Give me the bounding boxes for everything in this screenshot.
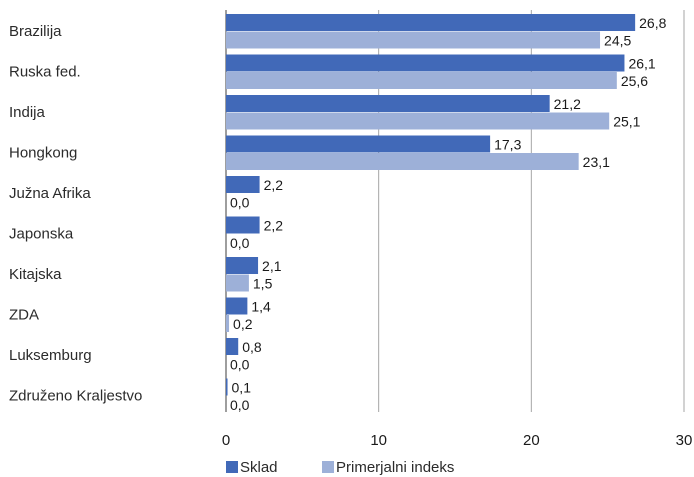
bar-primerjalni-indeks <box>226 315 230 332</box>
bars-group: 26,8 24,5 26,125,6 21,2 25,1 17,3 23,1 2,2 0,0 2,… <box>226 14 667 413</box>
data-label: 0,1 <box>232 380 252 396</box>
bar-primerjalni-indeks <box>226 112 610 130</box>
category-label: Japonska <box>9 226 74 243</box>
category-label: Indija <box>9 104 46 121</box>
data-label: 1,5 <box>253 276 273 292</box>
bar-sklad <box>226 135 491 153</box>
legend-swatch-primerjalni-indeks <box>322 461 334 473</box>
data-label: 2,1 <box>262 258 282 274</box>
data-label: 2,2 <box>264 218 284 234</box>
data-label: 1,4 <box>251 299 271 315</box>
category-labels: Brazilija Ruska fed. Indija Hongkong Južna A… <box>9 23 142 405</box>
bar-sklad <box>226 95 550 112</box>
data-label: 26,1 <box>628 56 655 72</box>
category-label: Brazilija <box>9 23 62 40</box>
legend-label: Primerjalni indeks <box>336 459 454 476</box>
bar-sklad <box>226 378 228 396</box>
bar-sklad <box>226 257 259 274</box>
category-label: Ruska fed. <box>9 64 81 81</box>
data-label: 26,8 <box>639 15 666 31</box>
data-label: 0,8 <box>242 339 262 355</box>
data-label: 25,6 <box>621 73 648 89</box>
category-label: Kitajska <box>9 266 62 283</box>
bar-primerjalni-indeks <box>226 274 249 292</box>
bar-sklad <box>226 176 260 193</box>
category-label: Hongkong <box>9 145 77 162</box>
category-label: Združeno Kraljestvo <box>9 388 142 405</box>
x-tick-labels: 0 10 20 30 <box>222 432 693 449</box>
bar-sklad <box>226 54 625 72</box>
bar-sklad <box>226 338 239 355</box>
x-tick-label: 0 <box>222 432 230 449</box>
data-label: 25,1 <box>613 114 640 130</box>
category-label: Južna Afrika <box>9 185 91 202</box>
legend-swatch-sklad <box>226 461 238 473</box>
data-label: 17,3 <box>494 137 521 153</box>
legend-label: Sklad <box>240 459 278 476</box>
bar-primerjalni-indeks <box>226 72 617 89</box>
data-label: 21,2 <box>554 96 581 112</box>
data-label: 0,0 <box>230 397 250 413</box>
data-label: 0,2 <box>233 316 253 332</box>
data-label: 24,5 <box>604 33 631 49</box>
category-label: Luksemburg <box>9 347 92 364</box>
bar-sklad <box>226 216 260 234</box>
bar-sklad <box>226 297 248 315</box>
x-tick-label: 10 <box>370 432 387 449</box>
data-label: 0,0 <box>230 235 250 251</box>
legend: Sklad Primerjalni indeks <box>226 459 454 476</box>
x-tick-label: 30 <box>676 432 693 449</box>
data-label: 2,2 <box>264 177 284 193</box>
category-label: ZDA <box>9 307 39 324</box>
x-tick-label: 20 <box>523 432 540 449</box>
data-label: 23,1 <box>583 154 610 170</box>
bar-sklad <box>226 14 636 31</box>
data-label: 0,0 <box>230 357 250 373</box>
bar-primerjalni-indeks <box>226 153 579 170</box>
data-label: 0,0 <box>230 195 250 211</box>
bar-primerjalni-indeks <box>226 31 601 49</box>
